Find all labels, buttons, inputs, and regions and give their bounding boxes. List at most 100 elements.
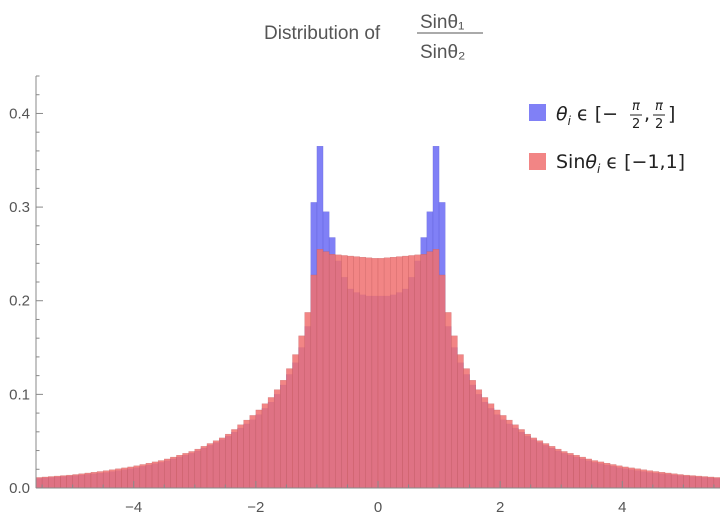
bar bbox=[609, 464, 617, 489]
bar bbox=[377, 258, 385, 489]
bar bbox=[341, 255, 348, 489]
x-tick-label: 4 bbox=[618, 499, 626, 516]
bar bbox=[487, 403, 495, 489]
legend-label-theta: θi ϵ [− π 2 , π 2 ] bbox=[556, 99, 675, 132]
axes-layer: −4 −2 0 2 4 0.0 0.1 0.2 0.3 0.4 bbox=[9, 75, 720, 516]
bar bbox=[713, 477, 720, 489]
bar bbox=[335, 254, 342, 489]
bar bbox=[469, 380, 476, 489]
bar bbox=[310, 274, 318, 489]
bar bbox=[200, 446, 208, 489]
svg-text:,: , bbox=[644, 103, 650, 125]
bar bbox=[267, 397, 275, 489]
bar bbox=[243, 419, 250, 489]
x-tick-label: 0 bbox=[374, 499, 382, 516]
bar bbox=[524, 433, 531, 489]
bar bbox=[365, 257, 373, 489]
legend: θi ϵ [− π 2 , π 2 ] Sinθi ϵ [−1,1] bbox=[529, 99, 685, 176]
bar bbox=[170, 456, 177, 489]
bar bbox=[615, 465, 623, 489]
bars-layer bbox=[35, 146, 720, 489]
bar bbox=[353, 256, 360, 489]
bar bbox=[231, 429, 238, 489]
bar bbox=[66, 474, 73, 489]
bar bbox=[188, 451, 195, 489]
bar bbox=[133, 465, 141, 489]
bar bbox=[536, 440, 544, 489]
bar bbox=[237, 424, 244, 489]
bar bbox=[322, 251, 330, 489]
bar bbox=[475, 389, 483, 489]
bar bbox=[383, 257, 391, 489]
bar bbox=[463, 368, 470, 489]
y-tick-label: 0.4 bbox=[9, 105, 30, 122]
bar bbox=[512, 424, 519, 489]
bar bbox=[139, 464, 147, 489]
bar bbox=[554, 448, 562, 489]
bar bbox=[408, 255, 415, 489]
bar bbox=[481, 397, 489, 489]
bar bbox=[78, 473, 86, 489]
bar bbox=[48, 476, 55, 489]
bar bbox=[426, 251, 434, 489]
bar bbox=[249, 415, 257, 489]
bar bbox=[60, 475, 67, 489]
bar bbox=[328, 254, 336, 489]
bar bbox=[585, 458, 592, 489]
bar bbox=[689, 475, 696, 489]
bar bbox=[542, 443, 550, 489]
svg-text:2: 2 bbox=[655, 117, 663, 132]
bar bbox=[438, 274, 446, 489]
bar bbox=[157, 460, 165, 489]
bar bbox=[701, 476, 708, 489]
bar bbox=[109, 469, 116, 489]
bar bbox=[567, 453, 574, 489]
svg-text:θi ϵ [−: θi ϵ [− bbox=[556, 103, 618, 128]
bar bbox=[396, 256, 403, 489]
bar bbox=[84, 472, 92, 489]
bar bbox=[371, 258, 379, 489]
bar bbox=[390, 256, 397, 489]
bar bbox=[182, 453, 189, 489]
bar bbox=[194, 448, 202, 489]
title-numerator: Sinθ₁ bbox=[420, 12, 464, 33]
y-tick-label: 0.2 bbox=[9, 293, 30, 310]
bar bbox=[652, 471, 660, 489]
bar bbox=[573, 455, 580, 489]
bar bbox=[41, 476, 49, 489]
svg-text:]: ] bbox=[668, 103, 675, 125]
bar bbox=[225, 433, 232, 489]
bar bbox=[176, 455, 183, 489]
bar bbox=[561, 451, 568, 489]
bar bbox=[640, 469, 647, 489]
bar bbox=[695, 475, 702, 489]
x-tick-label: −2 bbox=[247, 499, 264, 516]
x-tick-label: 2 bbox=[496, 499, 504, 516]
x-tick-label: −4 bbox=[125, 499, 142, 516]
series-sin_uniform bbox=[35, 249, 720, 489]
title-denominator: Sinθ₂ bbox=[420, 42, 465, 63]
svg-text:Sinθi ϵ [−1,1]: Sinθi ϵ [−1,1] bbox=[556, 151, 685, 176]
bar bbox=[219, 437, 226, 489]
bar bbox=[591, 460, 599, 489]
bar bbox=[597, 461, 605, 489]
bar bbox=[414, 254, 421, 489]
bar bbox=[90, 472, 98, 489]
bar bbox=[96, 471, 104, 489]
y-tick-label: 0.0 bbox=[9, 480, 30, 497]
bar bbox=[506, 419, 513, 489]
bar bbox=[286, 368, 293, 489]
legend-label-sin: Sinθi ϵ [−1,1] bbox=[556, 151, 685, 176]
bar bbox=[206, 443, 214, 489]
bar bbox=[347, 255, 354, 489]
bar bbox=[121, 467, 128, 489]
svg-text:π: π bbox=[632, 99, 640, 114]
bar bbox=[670, 473, 678, 489]
bar bbox=[304, 312, 312, 489]
bar bbox=[298, 335, 305, 489]
bar bbox=[402, 255, 409, 489]
bar bbox=[151, 461, 159, 489]
bar bbox=[261, 403, 269, 489]
bar bbox=[359, 256, 366, 489]
bar bbox=[164, 458, 171, 489]
